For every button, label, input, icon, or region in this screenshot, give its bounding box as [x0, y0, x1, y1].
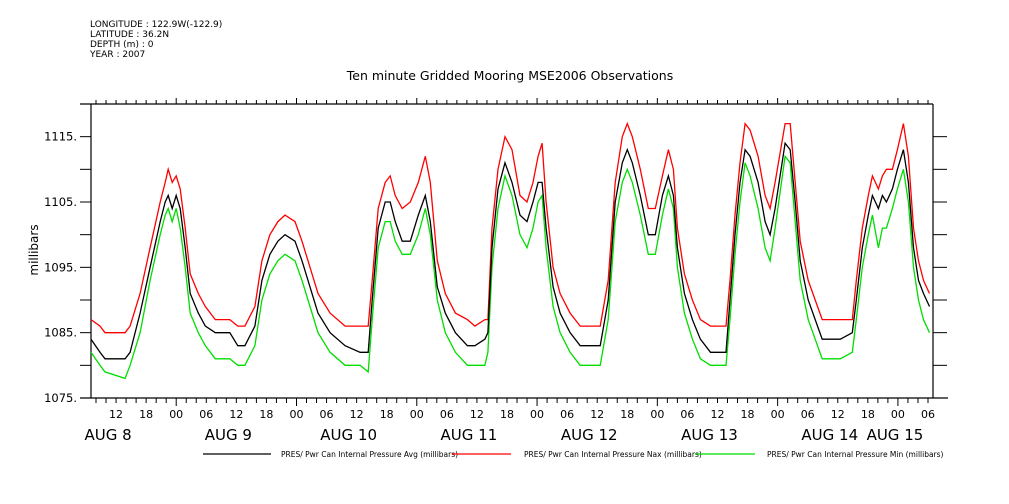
y-tick-label: 1115.: [44, 130, 77, 144]
x-tick-label: 12: [470, 408, 484, 421]
x-tick-label: 00: [891, 408, 905, 421]
x-tick-label: 00: [650, 408, 664, 421]
chart-title: Ten minute Gridded Mooring MSE2006 Obser…: [346, 68, 673, 83]
y-ticks: 1075. 1085. 1095. 1105. 1115.: [44, 130, 947, 405]
x-tick-label: 00: [530, 408, 544, 421]
x-tick-label: 18: [620, 408, 634, 421]
y-axis-label: millibars: [27, 224, 41, 275]
x-tick-label: 12: [710, 408, 724, 421]
x-tick-label: 06: [320, 408, 334, 421]
x-day-label: AUG 12: [561, 426, 618, 444]
x-tick-label: 12: [831, 408, 845, 421]
y-tick-label: 1085.: [44, 326, 77, 340]
x-tick-label: 12: [229, 408, 243, 421]
x-tick-label: 00: [169, 408, 183, 421]
x-tick-label: 18: [741, 408, 755, 421]
x-tick-label: 00: [289, 408, 303, 421]
axes: [80, 98, 948, 406]
x-tick-label: 18: [861, 408, 875, 421]
x-day-label: AUG 11: [441, 426, 498, 444]
x-tick-label: 06: [440, 408, 454, 421]
x-ticks: 12 18 00 06 12 18 00 06 12 18 00 06 12 18 00 06 12 18 00 06…: [84, 408, 935, 444]
x-tick-label: 06: [921, 408, 935, 421]
x-tick-label: 12: [109, 408, 123, 421]
x-tick-label: 00: [410, 408, 424, 421]
x-tick-label: 18: [139, 408, 153, 421]
x-tick-label: 00: [771, 408, 785, 421]
x-tick-label: 06: [560, 408, 574, 421]
x-day-label: AUG 15: [867, 426, 924, 444]
x-tick-label: 18: [500, 408, 514, 421]
y-tick-label: 1105.: [44, 195, 77, 209]
x-day-label: AUG 14: [801, 426, 858, 444]
legend-item-avg-label: PRES/ Pwr Can Internal Pressure Avg (mil…: [281, 450, 458, 459]
y-tick-label: 1095.: [44, 260, 77, 274]
x-tick-label: 06: [801, 408, 815, 421]
x-tick-label: 06: [199, 408, 213, 421]
x-day-label: AUG 9: [205, 426, 252, 444]
x-day-label: AUG 13: [681, 426, 738, 444]
series-line-min: [91, 156, 930, 378]
x-day-label: AUG 10: [320, 426, 377, 444]
legend-item-max-label: PRES/ Pwr Can Internal Pressure Nax (mil…: [524, 450, 702, 459]
x-tick-label: 06: [680, 408, 694, 421]
legend-item-min-label: PRES/ Pwr Can Internal Pressure Min (mil…: [767, 450, 944, 459]
x-tick-label: 12: [350, 408, 364, 421]
legend: PRES/ Pwr Can Internal Pressure Avg (mil…: [203, 450, 944, 459]
x-tick-label: 18: [259, 408, 273, 421]
x-tick-label: 18: [380, 408, 394, 421]
x-day-label: AUG 8: [84, 426, 131, 444]
y-tick-label: 1075.: [44, 391, 77, 405]
x-tick-label: 12: [590, 408, 604, 421]
series-line-avg: [91, 143, 930, 359]
series-group: [91, 124, 930, 379]
series-line-max: [91, 124, 930, 333]
